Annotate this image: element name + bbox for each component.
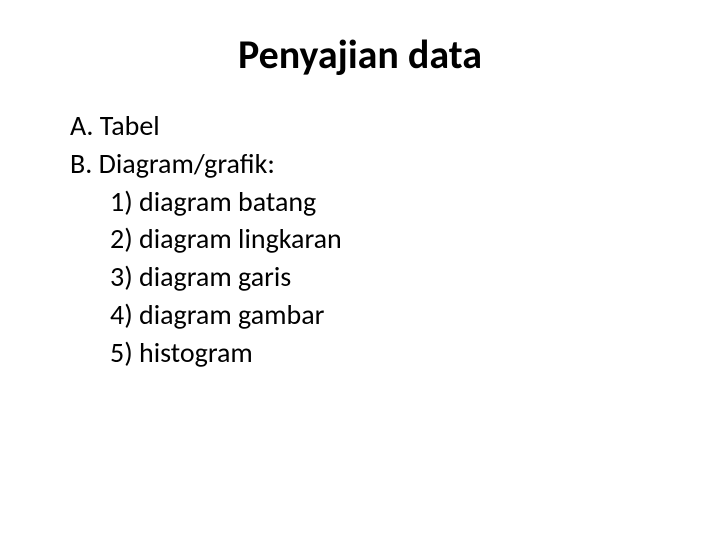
list-subitem-b4: 4) diagram gambar xyxy=(70,296,670,334)
list-subitem-b3: 3) diagram garis xyxy=(70,258,670,296)
slide-container: Penyajian data A. Tabel B. Diagram/grafi… xyxy=(0,0,720,540)
list-subitem-b5: 5) histogram xyxy=(70,334,670,372)
slide-content: A. Tabel B. Diagram/grafik: 1) diagram b… xyxy=(50,107,670,372)
list-subitem-b2: 2) diagram lingkaran xyxy=(70,220,670,258)
list-item-a: A. Tabel xyxy=(70,107,670,145)
list-item-b: B. Diagram/grafik: xyxy=(70,145,670,183)
slide-title: Penyajian data xyxy=(50,30,670,79)
list-subitem-b1: 1) diagram batang xyxy=(70,183,670,221)
